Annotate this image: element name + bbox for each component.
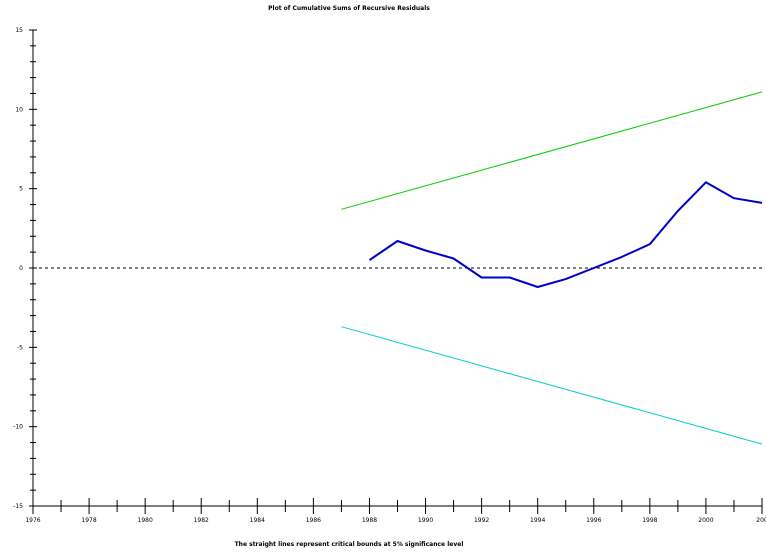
cusum-series-line xyxy=(368,181,763,288)
x-tick-label: 1990 xyxy=(418,517,433,524)
y-tick-label: 5 xyxy=(19,186,23,193)
axes xyxy=(32,30,762,507)
x-tick-label: 1992 xyxy=(474,517,489,524)
x-tick-label: 1986 xyxy=(306,517,321,524)
x-tick-label: 1984 xyxy=(250,517,265,524)
x-tick-label: 1982 xyxy=(194,517,209,524)
y-tick-label: -10 xyxy=(13,424,23,431)
series-layer xyxy=(341,91,763,445)
y-tick-label: 15 xyxy=(15,27,23,34)
x-tick-label: 1998 xyxy=(642,517,657,524)
x-tick-label: 1978 xyxy=(81,517,96,524)
lower-bound-line xyxy=(341,326,763,445)
x-tick-label: 1996 xyxy=(586,517,601,524)
chart-caption: The straight lines represent critical bo… xyxy=(235,541,464,548)
upper-bound-line xyxy=(341,91,763,210)
x-tick-label: 1976 xyxy=(25,517,40,524)
x-tick-label: 1988 xyxy=(362,517,377,524)
ticks xyxy=(29,29,763,514)
x-tick-label: 2000 xyxy=(698,517,713,524)
y-tick-label: 10 xyxy=(15,106,23,113)
x-tick-label: 1994 xyxy=(530,517,545,524)
y-tick-label: 0 xyxy=(19,265,23,272)
y-tick-label: -15 xyxy=(13,503,23,510)
x-tick-label: 1980 xyxy=(138,517,153,524)
x-tick-label: 200 xyxy=(756,517,766,524)
chart-title: Plot of Cumulative Sums of Recursive Res… xyxy=(268,5,430,12)
y-tick-label: -5 xyxy=(17,344,23,351)
